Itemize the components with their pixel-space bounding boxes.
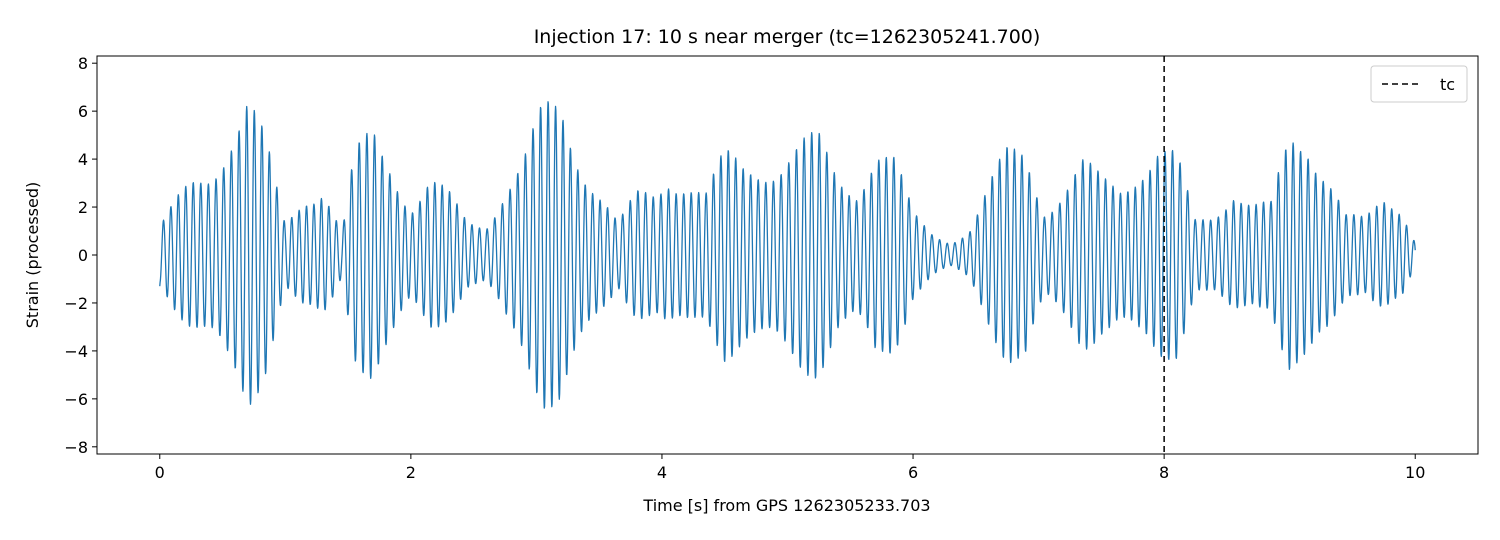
legend-tc-label: tc	[1440, 75, 1455, 94]
chart-title: Injection 17: 10 s near merger (tc=12623…	[534, 26, 1041, 48]
x-axis-ticks: 0 2 4 6 8 10	[155, 454, 1425, 482]
y-tick-label: 6	[78, 102, 88, 121]
x-tick-label: 0	[155, 463, 165, 482]
x-tick-label: 8	[1159, 463, 1169, 482]
y-tick-label: 4	[78, 150, 88, 169]
y-tick-label: −6	[64, 390, 88, 409]
y-tick-label: 2	[78, 198, 88, 217]
y-tick-label: −4	[64, 342, 88, 361]
y-tick-label: 8	[78, 54, 88, 73]
legend: tc	[1370, 65, 1468, 103]
x-tick-label: 6	[908, 463, 918, 482]
y-tick-label: −2	[64, 294, 88, 313]
x-tick-label: 2	[406, 463, 416, 482]
x-tick-label: 4	[657, 463, 667, 482]
legend-box	[1370, 65, 1468, 103]
y-axis-label: Strain (processed)	[23, 182, 42, 328]
y-axis-ticks: −8 −6 −4 −2 0 2 4 6 8	[64, 54, 97, 457]
strain-series-line	[159, 101, 1416, 409]
x-axis-label: Time [s] from GPS 1262305233.703	[642, 496, 930, 515]
y-tick-label: −8	[64, 438, 88, 457]
y-tick-label: 0	[78, 246, 88, 265]
x-tick-label: 10	[1405, 463, 1425, 482]
